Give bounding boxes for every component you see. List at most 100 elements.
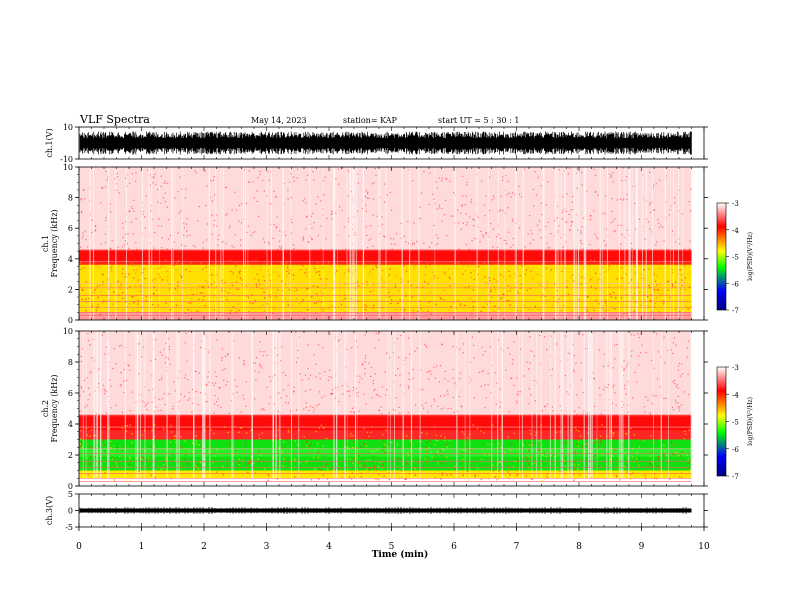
noise-speck	[119, 345, 121, 347]
noise-speck	[657, 458, 659, 460]
noise-speck	[110, 385, 112, 387]
noise-speck	[97, 303, 99, 305]
noise-speck	[239, 270, 241, 272]
noise-speck	[296, 361, 298, 363]
noise-speck	[235, 288, 237, 290]
noise-speck	[580, 452, 582, 454]
noise-speck	[573, 479, 575, 481]
noise-speck	[109, 430, 112, 432]
noise-speck	[508, 411, 510, 413]
noise-speck	[311, 227, 313, 229]
noise-speck	[633, 461, 635, 463]
noise-speck	[532, 188, 534, 190]
noise-speck	[269, 423, 271, 425]
noise-speck	[102, 274, 104, 276]
noise-speck	[378, 333, 380, 335]
noise-speck	[167, 218, 169, 221]
noise-speck	[471, 431, 473, 433]
noise-speck	[433, 275, 435, 277]
noise-speck	[100, 291, 102, 293]
noise-speck	[131, 264, 133, 267]
noise-speck	[301, 264, 303, 266]
noise-speck	[407, 243, 410, 245]
noise-speck	[324, 176, 326, 178]
noise-speck	[300, 268, 303, 271]
noise-speck	[446, 390, 448, 392]
noise-speck	[217, 239, 219, 241]
noise-speck	[315, 203, 317, 205]
noise-speck	[254, 370, 256, 372]
noise-speck	[454, 194, 456, 196]
noise-speck	[286, 274, 288, 277]
noise-speck	[287, 267, 289, 269]
noise-speck	[368, 435, 370, 437]
noise-speck	[213, 224, 215, 226]
noise-speck	[632, 397, 634, 399]
noise-speck	[630, 478, 632, 480]
noise-speck	[275, 196, 277, 198]
noise-speck	[516, 268, 518, 270]
noise-speck	[337, 340, 339, 342]
noise-speck	[387, 450, 389, 452]
noise-speck	[281, 280, 283, 282]
noise-speck	[593, 257, 595, 259]
noise-speck	[581, 172, 583, 174]
noise-speck	[552, 410, 554, 412]
noise-speck	[186, 230, 188, 232]
noise-speck	[475, 261, 477, 264]
noise-speck	[304, 374, 307, 376]
noise-speck	[188, 262, 190, 264]
noise-speck	[590, 286, 592, 288]
noise-speck	[367, 193, 369, 195]
noise-speck	[135, 172, 137, 174]
noise-speck	[306, 436, 309, 438]
noise-speck	[411, 244, 413, 246]
noise-speck	[610, 222, 612, 224]
noise-speck	[665, 470, 668, 472]
noise-speck	[499, 254, 501, 256]
noise-speck	[309, 374, 312, 376]
noise-speck	[229, 312, 231, 315]
noise-speck	[466, 446, 468, 448]
noise-speck	[500, 448, 502, 450]
noise-speck	[102, 281, 104, 283]
noise-speck	[630, 251, 632, 253]
noise-speck	[465, 195, 467, 197]
noise-speck	[417, 429, 419, 431]
noise-speck	[462, 449, 465, 451]
ch1-waveform-trace	[79, 131, 692, 155]
noise-speck	[532, 278, 534, 280]
noise-speck	[656, 275, 658, 278]
noise-speck	[658, 311, 660, 313]
noise-speck	[105, 412, 108, 414]
noise-speck	[211, 214, 213, 216]
noise-speck	[650, 299, 652, 302]
noise-speck	[513, 273, 516, 275]
noise-speck	[187, 302, 190, 304]
noise-speck	[428, 203, 430, 206]
noise-speck	[527, 233, 529, 235]
noise-speck	[687, 458, 689, 460]
noise-speck	[82, 289, 84, 291]
noise-speck	[166, 182, 168, 184]
noise-speck	[107, 176, 109, 178]
noise-speck	[340, 251, 342, 253]
noise-speck	[83, 198, 86, 200]
noise-speck	[204, 170, 206, 172]
noise-speck	[110, 442, 113, 444]
noise-speck	[203, 285, 205, 287]
noise-speck	[201, 262, 203, 264]
noise-speck	[87, 423, 89, 425]
noise-speck	[177, 232, 179, 234]
noise-speck	[337, 386, 339, 388]
noise-speck	[382, 253, 384, 255]
noise-speck	[595, 272, 597, 274]
noise-speck	[487, 384, 489, 386]
noise-speck	[336, 270, 338, 272]
noise-speck	[658, 289, 660, 291]
y-tick-label: 4	[68, 420, 73, 429]
noise-speck	[374, 429, 377, 431]
noise-speck	[174, 288, 177, 290]
noise-speck	[368, 250, 370, 252]
noise-speck	[363, 419, 365, 421]
